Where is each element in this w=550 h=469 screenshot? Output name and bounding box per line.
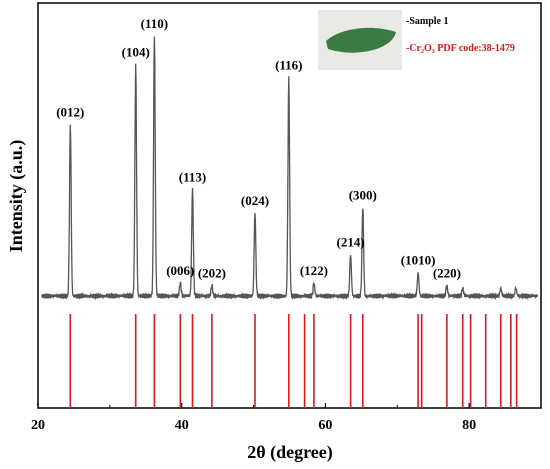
- peak-labels: (012) (104) (110) (006) (113) (202) (024) (116)…: [56, 16, 461, 281]
- peak-label-12: (220): [433, 266, 461, 281]
- peak-label-4: (113): [179, 169, 206, 184]
- x-tick-label-0: 20: [31, 418, 45, 433]
- xrd-pattern-line: [41, 36, 539, 301]
- peak-label-3: (006): [166, 263, 194, 278]
- peak-label-8: (122): [300, 263, 328, 278]
- x-tick-label-1: 40: [175, 418, 189, 433]
- peak-label-5: (202): [198, 266, 226, 281]
- x-tick-label-2: 60: [318, 418, 332, 433]
- peak-label-7: (116): [275, 58, 302, 73]
- peak-label-0: (012): [56, 104, 84, 119]
- peak-label-9: (214): [337, 234, 365, 249]
- legend-reference: -Cr₂O₃ PDF code:38-1479: [406, 43, 515, 54]
- green-powder-sample: [326, 27, 396, 53]
- x-tick-label-3: 80: [462, 418, 476, 433]
- x-axis-ticks: 20 40 60 80: [31, 403, 476, 433]
- y-axis-title: Intensity (a.u.): [6, 140, 27, 253]
- peak-label-6: (024): [241, 193, 269, 208]
- x-axis-title: 2θ (degree): [247, 442, 333, 463]
- inset-photo: [318, 10, 402, 70]
- peak-label-1: (104): [122, 45, 150, 60]
- peak-label-10: (300): [349, 188, 377, 203]
- reference-lines: [69, 314, 518, 408]
- peak-label-11: (1010): [401, 253, 436, 268]
- peak-label-2: (110): [141, 16, 168, 31]
- legend-sample: -Sample 1: [406, 16, 449, 27]
